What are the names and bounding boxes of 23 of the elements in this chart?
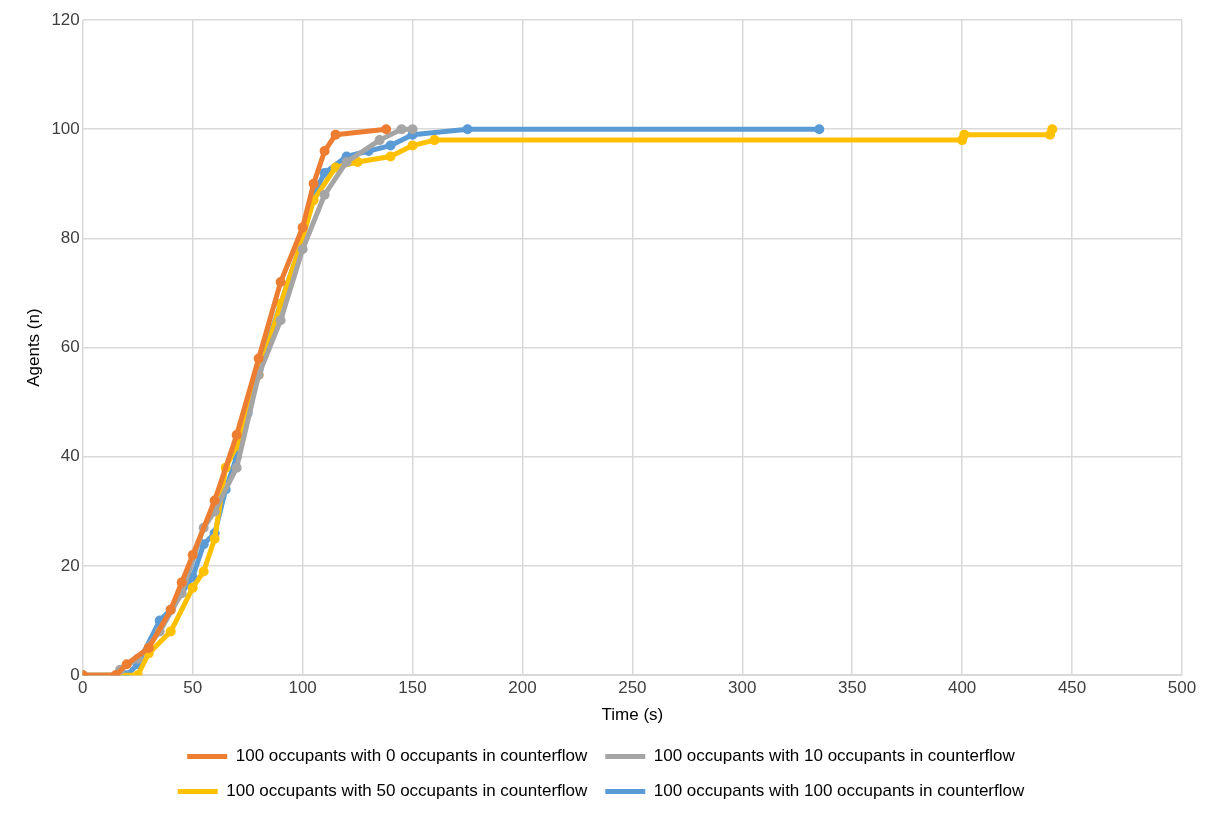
x-tick-label: 50: [183, 678, 203, 698]
x-tick-label: 300: [728, 678, 757, 698]
x-axis-title: Time (s): [601, 705, 664, 725]
y-tick-label: 20: [60, 555, 80, 575]
legend-label: 100 occupants with 100 occupants in counterflow: [653, 781, 1025, 801]
x-tick-label: 100: [288, 678, 317, 698]
y-tick-label: 120: [51, 9, 80, 29]
legend-label: 100 occupants with 50 occupants in counterflow: [226, 781, 588, 801]
y-axis-title: Agents (n): [23, 308, 43, 387]
y-tick-label: 60: [60, 337, 80, 357]
x-tick-label: 350: [838, 678, 867, 698]
legend-label: 100 occupants with 0 occupants in counterflow: [235, 746, 588, 766]
legend-label: 100 occupants with 10 occupants in counterflow: [653, 746, 1016, 766]
y-tick-label: 0: [70, 664, 80, 684]
x-tick-label: 500: [1167, 678, 1197, 698]
y-tick-label: 100: [51, 118, 80, 138]
x-tick-label: 150: [398, 678, 427, 698]
y-tick-label: 40: [60, 446, 80, 466]
x-tick-label: 450: [1057, 678, 1087, 698]
x-tick-label: 200: [508, 678, 537, 698]
x-tick-label: 250: [618, 678, 647, 698]
x-tick-label: 400: [947, 678, 977, 698]
y-tick-label: 80: [60, 228, 80, 248]
